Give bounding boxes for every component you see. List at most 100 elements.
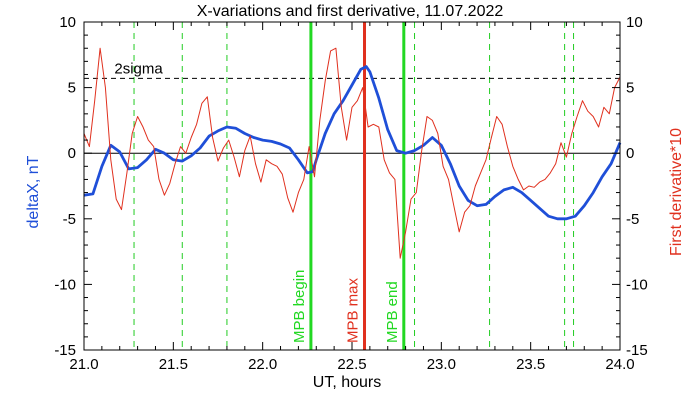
data-point-deltaX-6: [137, 167, 138, 168]
data-point-derivative-8: [126, 172, 127, 173]
data-point-derivative-20: [191, 137, 192, 138]
data-point-derivative-70: [459, 231, 460, 232]
data-point-derivative-56: [384, 159, 385, 160]
data-point-deltaX-15: [217, 130, 218, 131]
data-point-derivative-95: [593, 116, 594, 117]
data-point-deltaX-34: [369, 71, 370, 72]
data-point-derivative-75: [485, 159, 486, 160]
data-point-derivative-29: [239, 176, 240, 177]
data-point-derivative-52: [362, 87, 363, 88]
data-point-derivative-27: [228, 139, 229, 140]
x-tick-label-6: 24.0: [605, 356, 634, 373]
data-point-deltaX-12: [191, 155, 192, 156]
data-point-derivative-48: [341, 107, 342, 108]
data-point-derivative-58: [394, 179, 395, 180]
y-right-tick-label-3: -5: [626, 211, 639, 228]
data-point-deltaX-49: [503, 189, 504, 190]
y-right-tick-label-2: 0: [626, 145, 634, 162]
data-point-deltaX-57: [575, 216, 576, 217]
data-point-derivative-63: [421, 150, 422, 151]
data-point-derivative-71: [464, 212, 465, 213]
data-point-derivative-84: [534, 187, 535, 188]
data-point-deltaX-45: [468, 200, 469, 201]
data-point-derivative-74: [480, 172, 481, 173]
data-point-derivative-79: [507, 146, 508, 147]
data-point-deltaX-2: [101, 166, 102, 167]
data-point-deltaX-59: [593, 192, 594, 193]
data-point-derivative-62: [416, 192, 417, 193]
data-point-derivative-11: [142, 126, 143, 127]
threshold-label: 2sigma: [114, 60, 163, 77]
data-point-deltaX-14: [208, 136, 209, 137]
data-point-deltaX-8: [155, 149, 156, 150]
data-point-derivative-94: [587, 111, 588, 112]
x-tick-label-2: 22.0: [248, 356, 277, 373]
data-point-derivative-72: [469, 205, 470, 206]
chart-title: X-variations and first derivative, 11.07…: [197, 3, 504, 20]
data-point-deltaX-30: [342, 100, 343, 101]
data-point-deltaX-28: [325, 133, 326, 134]
data-point-deltaX-24: [298, 159, 299, 160]
data-point-derivative-92: [577, 116, 578, 117]
data-point-derivative-78: [501, 124, 502, 125]
data-point-derivative-35: [271, 163, 272, 164]
data-point-deltaX-44: [459, 185, 460, 186]
data-point-derivative-17: [175, 163, 176, 164]
data-point-derivative-25: [217, 160, 218, 161]
data-point-deltaX-41: [432, 137, 433, 138]
data-point-derivative-21: [196, 124, 197, 125]
data-point-derivative-69: [453, 205, 454, 206]
data-point-derivative-38: [287, 197, 288, 198]
data-point-derivative-43: [314, 176, 315, 177]
data-point-derivative-5: [110, 159, 111, 160]
data-point-derivative-19: [185, 153, 186, 154]
data-point-derivative-34: [266, 159, 267, 160]
data-point-derivative-87: [550, 172, 551, 173]
data-point-derivative-39: [292, 212, 293, 213]
data-point-derivative-28: [233, 157, 234, 158]
data-point-derivative-40: [298, 192, 299, 193]
data-point-derivative-67: [443, 166, 444, 167]
data-point-derivative-50: [351, 107, 352, 108]
y-left-tick-label-0: 10: [59, 14, 76, 31]
y-left-tick-label-4: -10: [54, 276, 76, 293]
data-point-derivative-85: [539, 181, 540, 182]
data-point-deltaX-33: [366, 66, 367, 67]
data-point-derivative-73: [475, 185, 476, 186]
data-point-deltaX-60: [602, 176, 603, 177]
data-point-deltaX-9: [164, 153, 165, 154]
y-right-tick-label-1: 5: [626, 80, 634, 97]
data-point-derivative-89: [560, 142, 561, 143]
x-tick-label-1: 21.5: [159, 356, 188, 373]
data-point-deltaX-54: [548, 216, 549, 217]
y-right-tick-label-0: 10: [626, 14, 643, 31]
data-point-derivative-10: [137, 116, 138, 117]
data-point-derivative-7: [121, 209, 122, 210]
data-point-derivative-53: [367, 126, 368, 127]
y-axis-right-label: First derivative*10: [668, 128, 685, 256]
data-point-derivative-97: [603, 107, 604, 108]
data-point-deltaX-53: [539, 208, 540, 209]
data-point-deltaX-22: [280, 143, 281, 144]
data-point-deltaX-20: [262, 139, 263, 140]
y-right-tick-label-4: -10: [626, 276, 648, 293]
data-point-derivative-82: [523, 189, 524, 190]
data-point-deltaX-5: [128, 168, 129, 169]
data-point-deltaX-55: [557, 218, 558, 219]
data-point-derivative-93: [582, 100, 583, 101]
data-point-derivative-2: [94, 100, 95, 101]
x-axis-label: UT, hours: [313, 374, 381, 391]
data-point-derivative-60: [405, 231, 406, 232]
data-point-derivative-37: [282, 174, 283, 175]
data-point-derivative-64: [426, 116, 427, 117]
data-point-deltaX-46: [476, 205, 477, 206]
data-point-derivative-30: [244, 150, 245, 151]
data-point-derivative-57: [389, 172, 390, 173]
data-point-derivative-81: [518, 179, 519, 180]
data-point-deltaX-50: [512, 187, 513, 188]
data-point-deltaX-42: [441, 145, 442, 146]
y-left-tick-label-1: 5: [68, 80, 76, 97]
data-point-derivative-42: [309, 146, 310, 147]
data-point-deltaX-10: [173, 159, 174, 160]
data-point-derivative-66: [437, 133, 438, 134]
